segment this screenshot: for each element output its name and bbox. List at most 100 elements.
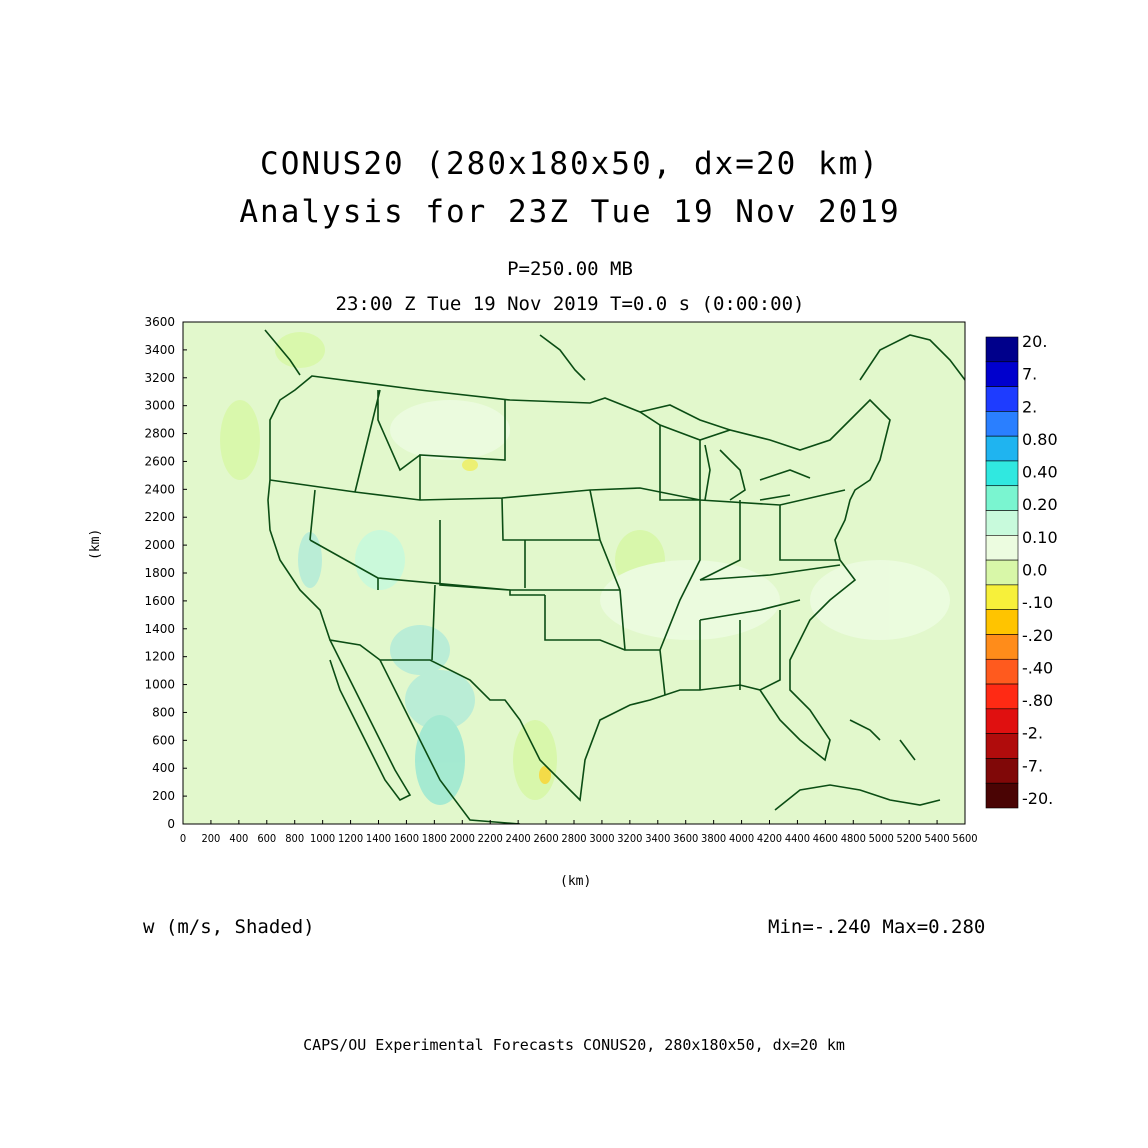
colorbar-label: -20. bbox=[1022, 789, 1053, 808]
colorbar-label: 0.40 bbox=[1022, 463, 1058, 482]
colorbar-label: -2. bbox=[1022, 724, 1043, 743]
mexico-mainland bbox=[379, 659, 521, 824]
colorbar-swatch bbox=[985, 584, 1019, 610]
colorbar-label: -.20 bbox=[1022, 626, 1053, 645]
y-axis: 0 200 400 600 800 1000 1200 1400 1600 1800 2000 220… bbox=[144, 315, 187, 831]
colorbar-swatch bbox=[985, 708, 1019, 734]
y-tick-label: 3400 bbox=[144, 343, 175, 357]
us-boundaries bbox=[264, 329, 965, 824]
x-tick-label: 600 bbox=[257, 832, 276, 845]
y-tick-label: 1800 bbox=[144, 566, 175, 580]
y-tick-label: 400 bbox=[152, 761, 175, 775]
colorbar-label: 0.80 bbox=[1022, 430, 1058, 449]
colorbar: 20. 7. 2. 0.80 0.40 0.20 0.10 0.0 -.10 -.20 -.40 -.… bbox=[985, 332, 1058, 809]
x-tick-label: 2400 bbox=[506, 832, 531, 845]
colorbar-label: -.10 bbox=[1022, 593, 1053, 612]
x-tick-label: 200 bbox=[201, 832, 220, 845]
great-lakes bbox=[639, 404, 811, 501]
x-tick-label: 4200 bbox=[757, 832, 782, 845]
x-tick-label: 2000 bbox=[450, 832, 475, 845]
x-tick-label: 1600 bbox=[394, 832, 419, 845]
y-tick-label: 2200 bbox=[144, 510, 175, 524]
colorbar-swatch bbox=[985, 634, 1019, 660]
x-tick-label: 1200 bbox=[338, 832, 363, 845]
colorbar-swatch bbox=[985, 336, 1019, 363]
colorbar-swatch bbox=[985, 361, 1019, 387]
colorbar-swatch bbox=[985, 782, 1019, 809]
x-tick-label: 1000 bbox=[310, 832, 335, 845]
x-tick-label: 2600 bbox=[533, 832, 558, 845]
x-tick-label: 4800 bbox=[841, 832, 866, 845]
x-tick-label: 4600 bbox=[813, 832, 838, 845]
colorbar-swatch bbox=[985, 559, 1019, 586]
y-tick-label: 1200 bbox=[144, 650, 175, 664]
x-tick-label: 0 bbox=[180, 832, 186, 845]
plot-title-line1: CONUS20 (280x180x50, dx=20 km) bbox=[260, 146, 880, 182]
colorbar-label: -.80 bbox=[1022, 691, 1053, 710]
y-tick-label: 600 bbox=[152, 733, 175, 747]
x-tick-label: 2800 bbox=[561, 832, 586, 845]
state-lines bbox=[269, 389, 846, 696]
canada-coast bbox=[264, 329, 965, 381]
pressure-level-label: P=250.00 MB bbox=[507, 258, 633, 280]
colorbar-label: -.40 bbox=[1022, 658, 1053, 677]
colorbar-swatch bbox=[985, 733, 1019, 759]
y-axis-title: (km) bbox=[88, 528, 103, 560]
x-axis-title: (km) bbox=[560, 874, 592, 889]
x-axis: 0 200 400 600 800 1000 1200 1400 1600 1800 2000 220… bbox=[180, 820, 978, 845]
y-tick-label: 3600 bbox=[144, 315, 175, 329]
x-tick-label: 400 bbox=[229, 832, 248, 845]
colorbar-label: 20. bbox=[1022, 332, 1047, 351]
variable-label: w (m/s, Shaded) bbox=[143, 916, 315, 938]
colorbar-swatch bbox=[985, 411, 1019, 437]
colorbar-swatch bbox=[985, 386, 1019, 412]
x-tick-label: 4400 bbox=[785, 832, 810, 845]
x-tick-label: 2200 bbox=[478, 832, 503, 845]
y-tick-label: 0 bbox=[167, 817, 175, 831]
mexico-coast bbox=[329, 639, 412, 802]
y-tick-label: 1000 bbox=[144, 678, 175, 692]
colorbar-label: 0.10 bbox=[1022, 528, 1058, 547]
colorbar-label: 0.0 bbox=[1022, 561, 1047, 580]
valid-time-label: 23:00 Z Tue 19 Nov 2019 T=0.0 s (0:00:00… bbox=[335, 293, 805, 315]
colorbar-label: -7. bbox=[1022, 756, 1043, 775]
colorbar-swatch bbox=[985, 510, 1019, 536]
map-panel bbox=[183, 322, 965, 824]
colorbar-label: 2. bbox=[1022, 397, 1037, 416]
min-max-label: Min=-.240 Max=0.280 bbox=[768, 916, 986, 938]
x-tick-label: 800 bbox=[285, 832, 304, 845]
x-tick-label: 5000 bbox=[869, 832, 894, 845]
x-tick-label: 5600 bbox=[952, 832, 977, 845]
y-tick-label: 3000 bbox=[144, 399, 175, 413]
y-tick-label: 2600 bbox=[144, 454, 175, 468]
y-tick-label: 1400 bbox=[144, 622, 175, 636]
colorbar-swatch bbox=[985, 435, 1019, 462]
y-tick-label: 800 bbox=[152, 705, 175, 719]
y-tick-label: 1600 bbox=[144, 594, 175, 608]
y-tick-label: 200 bbox=[152, 789, 175, 803]
x-tick-label: 3800 bbox=[701, 832, 726, 845]
colorbar-swatch bbox=[985, 609, 1019, 635]
y-tick-label: 3200 bbox=[144, 371, 175, 385]
footer-credit: CAPS/OU Experimental Forecasts CONUS20, … bbox=[303, 1036, 845, 1054]
w-shading bbox=[220, 332, 950, 805]
x-tick-label: 3200 bbox=[617, 832, 642, 845]
x-tick-label: 1400 bbox=[366, 832, 391, 845]
bahamas bbox=[849, 719, 916, 761]
cuba bbox=[774, 784, 941, 811]
x-tick-label: 3400 bbox=[645, 832, 670, 845]
x-tick-label: 1800 bbox=[422, 832, 447, 845]
colorbar-swatch bbox=[985, 460, 1019, 487]
y-tick-label: 2000 bbox=[144, 538, 175, 552]
colorbar-swatch bbox=[985, 485, 1019, 511]
colorbar-swatch bbox=[985, 658, 1019, 685]
y-tick-label: 2400 bbox=[144, 482, 175, 496]
colorbar-label: 7. bbox=[1022, 365, 1037, 384]
us-outline bbox=[267, 375, 891, 802]
colorbar-swatch bbox=[985, 683, 1019, 710]
colorbar-swatch bbox=[985, 758, 1019, 784]
x-tick-label: 4000 bbox=[729, 832, 754, 845]
colorbar-label: 0.20 bbox=[1022, 495, 1058, 514]
x-tick-label: 3000 bbox=[589, 832, 614, 845]
